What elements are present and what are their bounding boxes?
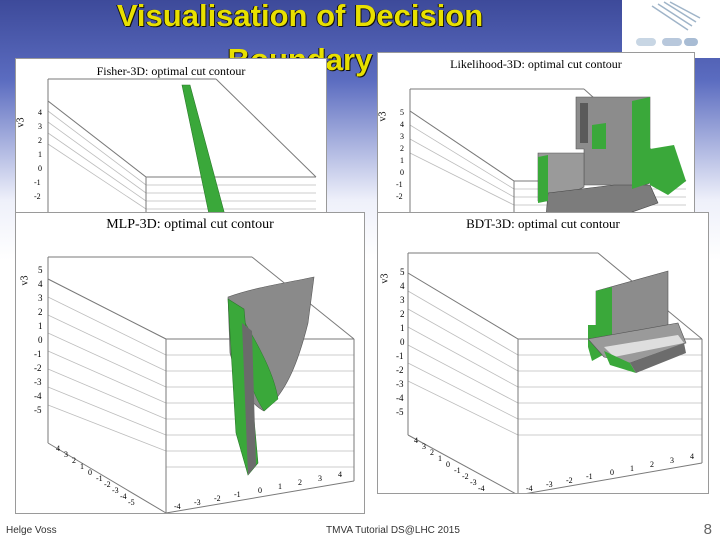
mlp-plot-panel: MLP-3D: optimal cut contour v3 xyxy=(15,212,365,514)
svg-text:-5: -5 xyxy=(34,405,42,415)
svg-text:4: 4 xyxy=(38,279,43,289)
svg-text:3: 3 xyxy=(38,293,43,303)
svg-text:4: 4 xyxy=(400,281,405,291)
svg-text:5: 5 xyxy=(400,267,405,277)
svg-text:0: 0 xyxy=(38,335,43,345)
svg-text:-1: -1 xyxy=(34,178,41,187)
svg-text:-3: -3 xyxy=(34,377,42,387)
svg-text:0: 0 xyxy=(88,468,92,477)
svg-text:-2: -2 xyxy=(214,494,221,503)
svg-text:-3: -3 xyxy=(112,486,119,495)
mlp-plot-title: MLP-3D: optimal cut contour xyxy=(106,217,274,232)
svg-text:3: 3 xyxy=(400,132,404,141)
svg-text:-3: -3 xyxy=(470,478,477,487)
svg-text:-1: -1 xyxy=(234,490,241,499)
svg-text:-2: -2 xyxy=(104,480,111,489)
svg-text:4: 4 xyxy=(400,120,404,129)
svg-text:3: 3 xyxy=(38,122,42,131)
svg-text:-4: -4 xyxy=(396,393,404,403)
svg-text:2: 2 xyxy=(400,144,404,153)
svg-text:3: 3 xyxy=(670,456,674,465)
svg-text:-2: -2 xyxy=(396,192,403,201)
fisher-3d-plot: 4 3 2 1 0 -1 -2 xyxy=(34,78,317,217)
svg-text:3: 3 xyxy=(422,442,426,451)
footer-event: TMVA Tutorial DS@LHC 2015 xyxy=(326,525,460,536)
svg-text:2: 2 xyxy=(400,309,405,319)
svg-text:-3: -3 xyxy=(546,480,553,489)
svg-text:-4: -4 xyxy=(526,484,533,493)
svg-text:-5: -5 xyxy=(128,498,135,507)
svg-text:4: 4 xyxy=(338,470,342,479)
svg-text:-4: -4 xyxy=(478,484,485,493)
svg-text:4: 4 xyxy=(690,452,694,461)
svg-text:2: 2 xyxy=(38,136,42,145)
svg-text:2: 2 xyxy=(38,307,43,317)
svg-text:-2: -2 xyxy=(462,472,469,481)
bdt-plot-title: BDT-3D: optimal cut contour xyxy=(466,216,620,231)
svg-text:3: 3 xyxy=(318,474,322,483)
svg-text:1: 1 xyxy=(630,464,634,473)
svg-text:4: 4 xyxy=(56,444,60,453)
svg-text:1: 1 xyxy=(38,150,42,159)
svg-text:2: 2 xyxy=(650,460,654,469)
logo-icon xyxy=(636,1,701,46)
svg-text:-1: -1 xyxy=(396,351,404,361)
svg-text:0: 0 xyxy=(610,468,614,477)
svg-text:-2: -2 xyxy=(34,363,42,373)
bdt-plot-panel: BDT-3D: optimal cut contour v3 xyxy=(377,212,709,494)
svg-text:2: 2 xyxy=(72,456,76,465)
page-number: 8 xyxy=(703,521,712,538)
svg-text:1: 1 xyxy=(400,156,404,165)
svg-text:-1: -1 xyxy=(454,466,461,475)
svg-text:0: 0 xyxy=(446,460,450,469)
svg-text:-1: -1 xyxy=(586,472,593,481)
fisher-plot-title: Fisher-3D: optimal cut contour xyxy=(96,64,246,78)
svg-text:-2: -2 xyxy=(396,365,404,375)
svg-text:-3: -3 xyxy=(396,379,404,389)
svg-text:1: 1 xyxy=(438,454,442,463)
svg-text:2: 2 xyxy=(430,448,434,457)
svg-text:-5: -5 xyxy=(396,407,404,417)
svg-text:-4: -4 xyxy=(174,502,181,511)
svg-text:0: 0 xyxy=(400,168,404,177)
bdt-3d-plot: 543 210 -1-2-3 -4-5 432 10-1 -2-3-4 -4 -3… xyxy=(396,252,703,493)
svg-text:1: 1 xyxy=(400,323,405,333)
svg-text:3: 3 xyxy=(400,295,405,305)
svg-text:2: 2 xyxy=(298,478,302,487)
svg-text:4: 4 xyxy=(414,436,418,445)
svg-text:3: 3 xyxy=(64,450,68,459)
svg-text:4: 4 xyxy=(38,108,42,117)
svg-text:-4: -4 xyxy=(120,492,127,501)
mlp-3d-plot: 543 210 -1-2-3 -4-5 432 10-1 -2-3-4 -5 -… xyxy=(34,256,355,513)
svg-text:5: 5 xyxy=(38,265,43,275)
svg-text:-1: -1 xyxy=(396,180,403,189)
footer-author: Helge Voss xyxy=(6,525,57,536)
likelihood-3d-plot: 5 4 3 2 1 0 -1 -2 xyxy=(396,88,687,215)
svg-text:-1: -1 xyxy=(34,349,42,359)
svg-text:0: 0 xyxy=(400,337,405,347)
svg-text:1: 1 xyxy=(80,462,84,471)
svg-text:-2: -2 xyxy=(566,476,573,485)
svg-text:-3: -3 xyxy=(194,498,201,507)
svg-text:1: 1 xyxy=(38,321,43,331)
svg-text:-4: -4 xyxy=(34,391,42,401)
svg-text:-1: -1 xyxy=(96,474,103,483)
svg-text:5: 5 xyxy=(400,108,404,117)
likelihood-plot-title: Likelihood-3D: optimal cut contour xyxy=(450,57,622,71)
logo xyxy=(622,0,720,58)
svg-text:0: 0 xyxy=(38,164,42,173)
svg-text:0: 0 xyxy=(258,486,262,495)
svg-text:-2: -2 xyxy=(34,192,41,201)
svg-text:1: 1 xyxy=(278,482,282,491)
